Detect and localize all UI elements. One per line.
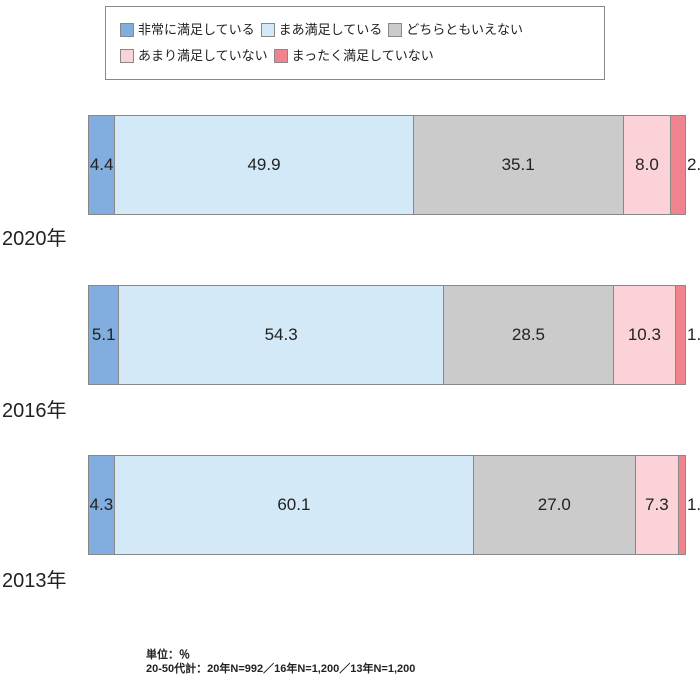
segment-value: 4.3 — [90, 495, 114, 515]
legend-swatch — [388, 23, 402, 37]
segment-value: 49.9 — [247, 155, 280, 175]
legend-swatch — [274, 49, 288, 63]
legend-label: あまり満足していない — [138, 48, 268, 63]
legend-swatch — [120, 49, 134, 63]
legend-item: まったく満足していない — [274, 43, 434, 69]
chart-footnote: 単位：％20-50代計：20年N=992／16年N=1,200／13年N=1,2… — [146, 648, 415, 676]
stacked-bar: 4.4 49.9 35.1 8.0 2.6 — [88, 115, 686, 215]
bar-segment: 35.1 — [413, 115, 623, 215]
segment-value: 60.1 — [277, 495, 310, 515]
segment-value: 27.0 — [538, 495, 571, 515]
bar-segment: 28.5 — [443, 285, 613, 385]
segment-value: 54.3 — [265, 325, 298, 345]
segment-value: 5.1 — [92, 325, 116, 345]
segment-value: 35.1 — [502, 155, 535, 175]
bar-segment: 4.4 — [88, 115, 114, 215]
segment-value: 28.5 — [512, 325, 545, 345]
legend-label: 非常に満足している — [138, 22, 255, 37]
bar-segment: 54.3 — [118, 285, 442, 385]
segment-value: 8.0 — [635, 155, 659, 175]
bar-segment: 10.3 — [613, 285, 675, 385]
segment-value: 1.9 — [687, 325, 700, 345]
legend-item: 非常に満足している — [120, 17, 255, 43]
bar-segment: 4.3 — [88, 455, 114, 555]
segment-value: 10.3 — [628, 325, 661, 345]
bar-segment: 8.0 — [623, 115, 671, 215]
bar-segment: 1.3 — [678, 455, 686, 555]
legend-swatch — [261, 23, 275, 37]
legend-item: あまり満足していない — [120, 43, 268, 69]
legend-swatch — [120, 23, 134, 37]
segment-value: 1.3 — [687, 495, 700, 515]
chart-legend: 非常に満足している まあ満足している どちらともいえないあまり満足していない まったく… — [105, 6, 605, 80]
segment-value: 7.3 — [645, 495, 669, 515]
stacked-bar: 4.3 60.1 27.0 7.3 1.3 — [88, 455, 686, 555]
y-axis-label: 2016年 — [2, 394, 67, 423]
segment-value: 4.4 — [90, 155, 114, 175]
legend-label: どちらともいえない — [406, 22, 523, 37]
footnote-line: 20-50代計：20年N=992／16年N=1,200／13年N=1,200 — [146, 662, 415, 676]
bar-segment: 60.1 — [114, 455, 473, 555]
bar-segment: 2.6 — [670, 115, 686, 215]
bar-segment: 1.9 — [675, 285, 686, 385]
bar-segment: 7.3 — [635, 455, 679, 555]
stacked-bar: 5.1 54.3 28.5 10.3 1.9 — [88, 285, 686, 385]
y-axis-label: 2013年 — [2, 564, 67, 593]
segment-value: 2.6 — [687, 155, 700, 175]
legend-label: まあ満足している — [279, 22, 383, 37]
bar-row: 4.3 60.1 27.0 7.3 1.3 — [88, 455, 686, 555]
footnote-line: 単位：％ — [146, 648, 415, 662]
bar-row: 4.4 49.9 35.1 8.0 2.6 — [88, 115, 686, 215]
legend-item: どちらともいえない — [388, 17, 523, 43]
y-axis-label: 2020年 — [2, 222, 67, 251]
legend-label: まったく満足していない — [292, 48, 434, 63]
bar-segment: 27.0 — [473, 455, 634, 555]
legend-item: まあ満足している — [261, 17, 383, 43]
bar-row: 5.1 54.3 28.5 10.3 1.9 — [88, 285, 686, 385]
bar-segment: 5.1 — [88, 285, 118, 385]
bar-segment: 49.9 — [114, 115, 412, 215]
